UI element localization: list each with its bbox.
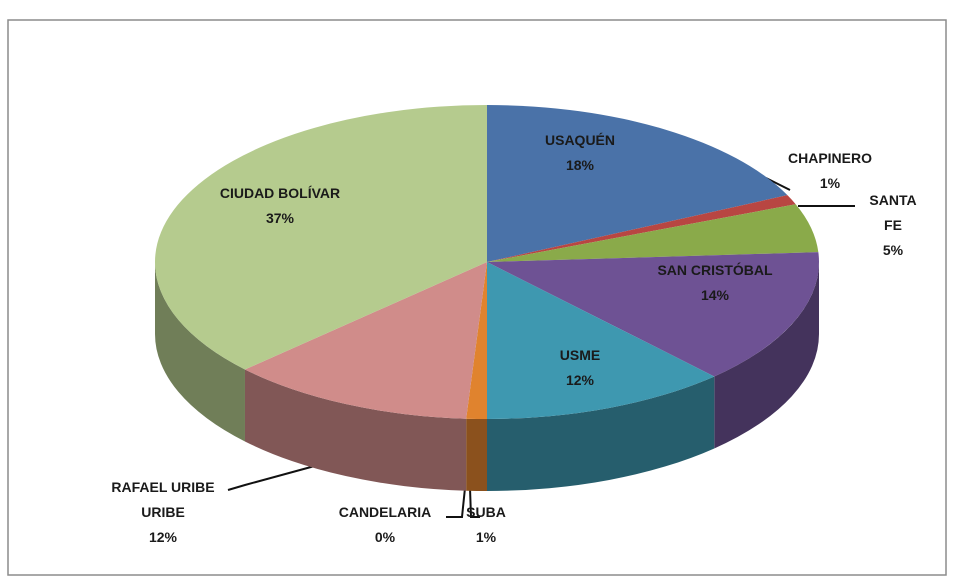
leader-line xyxy=(446,487,466,518)
pie-slice xyxy=(466,262,487,419)
slice-label: RAFAEL URIBE URIBE 12% xyxy=(103,475,223,550)
category-label: CIUDAD BOLÍVAR xyxy=(219,185,341,201)
pie-slice xyxy=(487,204,819,262)
category-label: SANTA FE xyxy=(869,192,917,233)
category-label: CANDELARIA xyxy=(338,504,432,520)
value-label: 37% xyxy=(265,210,295,226)
leader-line xyxy=(469,487,480,518)
category-label: USME xyxy=(559,347,601,363)
pie-slice xyxy=(487,262,715,419)
value-label: 1% xyxy=(819,175,841,191)
category-label: RAFAEL URIBE URIBE xyxy=(111,479,215,520)
slice-label: CHAPINERO 1% xyxy=(788,146,872,196)
pie-sides xyxy=(155,262,819,491)
value-label: 5% xyxy=(882,242,904,258)
slice-label: USAQUÉN 18% xyxy=(545,128,615,178)
slice-label: SANTA FE 5% xyxy=(863,188,924,263)
slice-label: CANDELARIA 0% xyxy=(339,500,432,550)
pie-tops xyxy=(155,105,819,419)
category-label: CHAPINERO xyxy=(787,150,873,166)
pie-slice xyxy=(487,252,819,377)
value-label: 12% xyxy=(148,529,178,545)
slice-label: SUBA 1% xyxy=(466,500,506,550)
value-label: 0% xyxy=(374,529,396,545)
pie-slice-side xyxy=(155,262,245,442)
value-label: 1% xyxy=(475,529,497,545)
slice-label: USME 12% xyxy=(560,343,600,393)
value-label: 18% xyxy=(565,157,595,173)
value-label: 14% xyxy=(700,287,730,303)
pie-slice-side xyxy=(714,262,819,449)
category-label: SUBA xyxy=(466,504,506,520)
pie-slice xyxy=(487,195,796,262)
slice-label: SAN CRISTÓBAL 14% xyxy=(657,258,772,308)
pie-slice-side xyxy=(466,418,487,491)
category-label: USAQUÉN xyxy=(544,132,616,148)
category-label: SAN CRISTÓBAL xyxy=(657,262,773,278)
pie-slice xyxy=(487,105,788,262)
pie-slice-side xyxy=(244,369,467,491)
value-label: 12% xyxy=(565,372,595,388)
pie-slice xyxy=(155,105,488,370)
pie-slice-side xyxy=(487,376,715,491)
slice-label: CIUDAD BOLÍVAR 37% xyxy=(220,181,340,231)
leader-line xyxy=(227,463,323,491)
pie-slice xyxy=(244,262,487,419)
